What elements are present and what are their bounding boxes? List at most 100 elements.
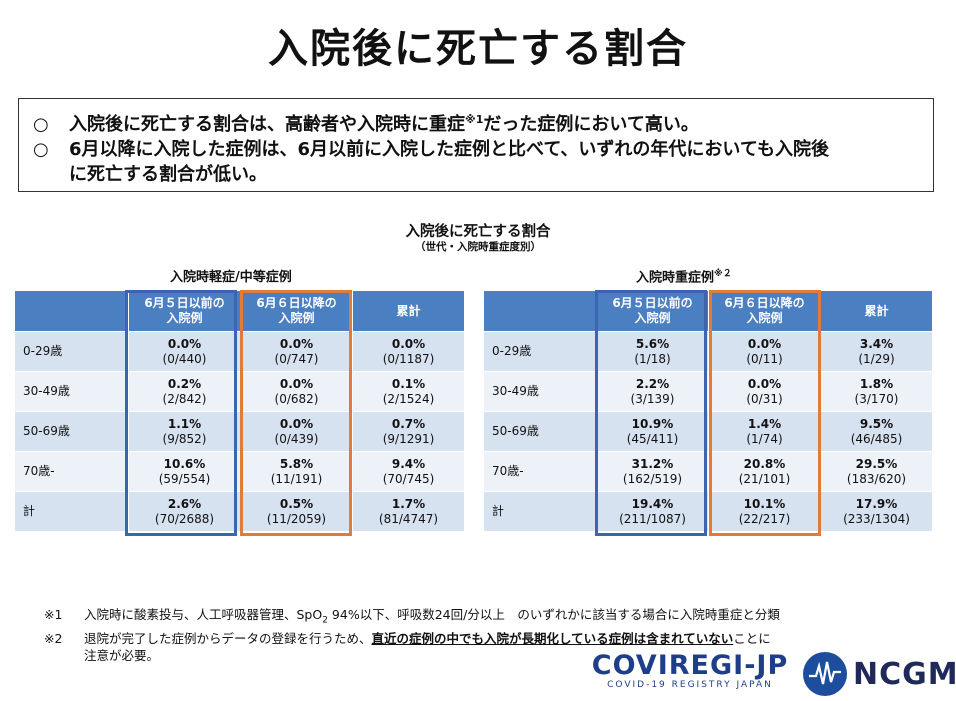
- table-cell: 3.4% (1/29): [820, 331, 933, 372]
- footnote-2: ※2 退院が完了した症例からデータの登録を行うため、直近の症例の中でも入院が長期化…: [44, 630, 771, 646]
- percent-value: 0.0%: [167, 336, 202, 351]
- table-cell: 0.0% (0/31): [708, 371, 821, 412]
- percent-value: 0.0%: [391, 336, 426, 351]
- count-value: (46/485): [850, 431, 903, 446]
- table-cell: 29.5% (183/620): [820, 451, 933, 492]
- table-cell: 10.1% (22/217): [708, 491, 821, 532]
- table-cell: 0.1% (2/1524): [352, 371, 465, 412]
- mild-table: 6月５日以前の 入院例 6月６日以降の 入院例 累計 0-29歳 0.0% (0/440) 0…: [14, 290, 465, 532]
- table-cell: 17.9% (233/1304): [820, 491, 933, 532]
- severe-table-title: 入院時重症例※２: [636, 269, 732, 286]
- percent-value: 1.1%: [167, 416, 202, 431]
- count-value: (9/852): [162, 431, 207, 446]
- percent-value: 3.4%: [859, 336, 894, 351]
- count-value: (81/4747): [378, 511, 439, 526]
- chart-subtitle: （世代・入院時重症度別）: [415, 241, 541, 253]
- percent-value: 1.4%: [747, 416, 782, 431]
- count-value: (21/101): [738, 471, 791, 486]
- percent-value: 0.5%: [279, 496, 314, 511]
- page-title: 入院後に死亡する割合: [268, 26, 688, 72]
- summary-line-3: に死亡する割合が低い。: [69, 164, 267, 185]
- severe-table: 6月５日以前の 入院例 6月６日以降の 入院例 累計 0-29歳 5.6% (1/18) 0.…: [483, 290, 933, 532]
- count-value: (11/2059): [266, 511, 327, 526]
- row-label: 50-69歳: [483, 411, 597, 452]
- count-value: (0/11): [746, 351, 783, 366]
- column-header: 6月５日以前の 入院例: [596, 290, 709, 332]
- count-value: (2/842): [162, 391, 207, 406]
- coviregi-logo: COVIREGI-JP COVID-19 REGISTRY JAPAN: [591, 650, 789, 691]
- count-value: (1/74): [746, 431, 783, 446]
- count-value: (3/170): [854, 391, 899, 406]
- table-cell: 9.4% (70/745): [352, 451, 465, 492]
- table-cell: 2.6% (70/2688): [128, 491, 241, 532]
- count-value: (1/29): [858, 351, 895, 366]
- percent-value: 10.1%: [743, 496, 786, 511]
- table-header-row: 6月５日以前の 入院例 6月６日以降の 入院例 累計: [14, 290, 465, 332]
- percent-value: 31.2%: [631, 456, 674, 471]
- table-cell: 20.8% (21/101): [708, 451, 821, 492]
- row-label: 0-29歳: [14, 331, 129, 372]
- count-value: (183/620): [846, 471, 907, 486]
- summary-line-1: ○ 入院後に死亡する割合は、高齢者や入院時に重症※1だった症例において高い。: [33, 113, 699, 135]
- percent-value: 19.4%: [631, 496, 674, 511]
- table-cell: 1.8% (3/170): [820, 371, 933, 412]
- percent-value: 0.0%: [279, 336, 314, 351]
- table-cell: 1.7% (81/4747): [352, 491, 465, 532]
- percent-value: 29.5%: [855, 456, 898, 471]
- table-cell: 10.6% (59/554): [128, 451, 241, 492]
- percent-value: 5.6%: [635, 336, 670, 351]
- table-corner-cell: [483, 290, 597, 332]
- table-cell: 0.0% (0/439): [240, 411, 353, 452]
- count-value: (162/519): [622, 471, 683, 486]
- table-cell: 10.9% (45/411): [596, 411, 709, 452]
- table-cell: 1.1% (9/852): [128, 411, 241, 452]
- percent-value: 2.6%: [167, 496, 202, 511]
- table-cell: 0.0% (0/682): [240, 371, 353, 412]
- percent-value: 10.6%: [163, 456, 206, 471]
- percent-value: 1.7%: [391, 496, 426, 511]
- chart-title: 入院後に死亡する割合: [405, 224, 551, 240]
- column-header: 累計: [820, 290, 933, 332]
- percent-value: 0.0%: [747, 376, 782, 391]
- count-value: (70/2688): [154, 511, 215, 526]
- table-row: 0-29歳 5.6% (1/18) 0.0% (0/11) 3.4% (1/29): [483, 331, 933, 372]
- footnotes: ※1 入院時に酸素投与、人工呼吸器管理、SpO2 94%以下、呼吸数24回/分以上…: [44, 606, 780, 664]
- table-cell: 0.0% (0/747): [240, 331, 353, 372]
- row-label: 30-49歳: [14, 371, 129, 412]
- row-label: 30-49歳: [483, 371, 597, 412]
- table-cell: 31.2% (162/519): [596, 451, 709, 492]
- percent-value: 17.9%: [855, 496, 898, 511]
- row-label: 計: [14, 491, 129, 532]
- table-cell: 1.4% (1/74): [708, 411, 821, 452]
- column-header: 6月６日以降の 入院例: [240, 290, 353, 332]
- percent-value: 0.7%: [391, 416, 426, 431]
- table-row: 0-29歳 0.0% (0/440) 0.0% (0/747) 0.0% (0/1187): [14, 331, 465, 372]
- percent-value: 0.1%: [391, 376, 426, 391]
- table-cell: 0.0% (0/1187): [352, 331, 465, 372]
- count-value: (70/745): [382, 471, 435, 486]
- count-value: (1/18): [634, 351, 671, 366]
- row-label: 0-29歳: [483, 331, 597, 372]
- row-label: 70歳-: [483, 451, 597, 492]
- table-cell: 19.4% (211/1087): [596, 491, 709, 532]
- row-label: 50-69歳: [14, 411, 129, 452]
- footnote-2-cont: 注意が必要。: [84, 647, 160, 663]
- count-value: (233/1304): [843, 511, 910, 526]
- table-cell: 2.2% (3/139): [596, 371, 709, 412]
- table-row: 50-69歳 10.9% (45/411) 1.4% (1/74) 9.5% (46/485…: [483, 411, 933, 452]
- table-row: 30-49歳 2.2% (3/139) 0.0% (0/31) 1.8% (3/170): [483, 371, 933, 412]
- mild-table-title: 入院時軽症/中等症例: [170, 270, 292, 285]
- table-cell: 9.5% (46/485): [820, 411, 933, 452]
- count-value: (9/1291): [382, 431, 435, 446]
- count-value: (59/554): [158, 471, 211, 486]
- row-label: 70歳-: [14, 451, 129, 492]
- table-row: 70歳- 31.2% (162/519) 20.8% (21/101) 29.5% (183…: [483, 451, 933, 492]
- count-value: (0/1187): [382, 351, 435, 366]
- percent-value: 2.2%: [635, 376, 670, 391]
- table-cell: 5.8% (11/191): [240, 451, 353, 492]
- table-row: 計 2.6% (70/2688) 0.5% (11/2059) 1.7% (81/4747): [14, 491, 465, 532]
- table-row: 70歳- 10.6% (59/554) 5.8% (11/191) 9.4% (70/745…: [14, 451, 465, 492]
- row-label: 計: [483, 491, 597, 532]
- table-cell: 0.5% (11/2059): [240, 491, 353, 532]
- percent-value: 9.5%: [859, 416, 894, 431]
